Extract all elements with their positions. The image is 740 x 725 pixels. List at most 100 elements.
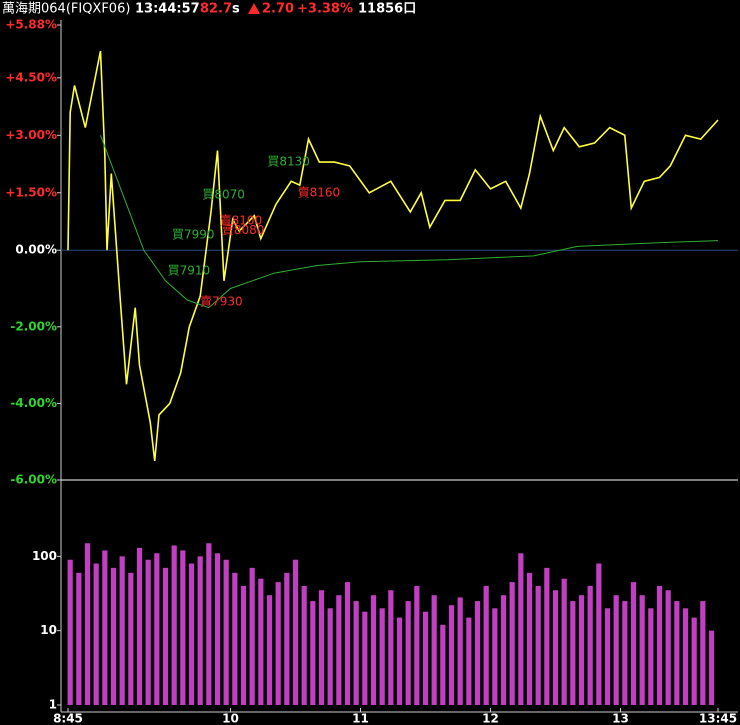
time: 13:44:57	[135, 2, 200, 17]
volume-bar	[188, 563, 195, 705]
volume-bar	[318, 590, 325, 705]
annotation: 買8070	[202, 188, 245, 202]
volume-bar	[275, 582, 281, 705]
x-tick-label: 8:45	[53, 712, 83, 725]
volume-bar	[292, 559, 299, 705]
y-tick-label: +4.50%	[5, 70, 57, 84]
annotation: 買8130	[267, 155, 310, 169]
volume-bar	[327, 608, 333, 705]
volume-bar	[639, 595, 645, 705]
y-tick-label: 0.00%	[15, 243, 57, 257]
volume-bar	[596, 563, 602, 705]
volume-bar	[128, 572, 134, 705]
volume-bar	[258, 578, 264, 705]
annotation: 買7910	[168, 263, 211, 277]
volume-bar	[431, 595, 437, 705]
volume-bar	[76, 572, 82, 705]
series-line	[100, 135, 719, 309]
volume-bar	[440, 624, 446, 705]
volume-bar	[414, 585, 420, 705]
volume-bar	[214, 553, 221, 705]
volume-bar	[526, 572, 533, 705]
volume-bar	[552, 590, 559, 705]
volume-bar	[119, 556, 125, 705]
price-unit: s	[232, 2, 240, 17]
volume-bar	[457, 597, 463, 705]
volume-bar	[448, 605, 455, 705]
volume-bar	[422, 611, 429, 705]
volume-bar	[102, 550, 108, 705]
volume-bar	[630, 582, 637, 705]
volume-bar	[509, 582, 515, 705]
annotation: 賣8080	[222, 222, 265, 237]
x-tick-label: 13	[612, 712, 629, 725]
annotation: 賣8100	[220, 213, 263, 228]
y-tick-label: +1.50%	[5, 185, 57, 199]
volume-bar	[266, 595, 273, 705]
x-tick-label: 11	[352, 712, 369, 725]
volume-bar	[535, 585, 541, 705]
volume-bar	[379, 608, 385, 705]
y-tick-label: +3.00%	[5, 128, 57, 142]
x-tick-label: 10	[222, 712, 239, 725]
volume-bar	[145, 559, 151, 705]
volume-bar	[197, 556, 203, 705]
volume-bar	[249, 567, 255, 705]
volume-bar	[700, 601, 706, 705]
volume-bar	[171, 545, 177, 705]
volume-total: 11856口	[358, 2, 416, 17]
volume-bar	[136, 547, 143, 705]
volume-bar	[518, 553, 524, 705]
x-tick-label: 13:45	[699, 712, 737, 725]
volume-bar	[483, 585, 489, 705]
volume-bar	[206, 543, 212, 705]
volume-bar	[84, 543, 91, 705]
volume-bar	[370, 595, 377, 705]
volume-bar	[587, 585, 593, 705]
y-tick-label: 1	[49, 698, 57, 712]
annotation: 賣8160	[298, 185, 341, 200]
volume-bar	[466, 617, 472, 705]
y-tick-label: -6.00%	[10, 473, 57, 487]
volume-bar	[578, 595, 585, 705]
volume-bar	[396, 617, 403, 705]
volume-bar	[232, 572, 238, 705]
volume-bar	[691, 617, 697, 705]
volume-bar	[223, 559, 229, 705]
annotation: 買7990	[172, 227, 215, 241]
volume-bar	[613, 595, 619, 705]
volume-bar	[93, 563, 99, 705]
x-tick-label: 12	[482, 712, 499, 725]
instrument-name: 萬海期064(FIQXF06)	[2, 2, 130, 17]
volume-bar	[388, 590, 394, 705]
volume-bar	[284, 572, 290, 705]
change-pct: +3.38%	[297, 2, 353, 17]
volume-bar	[604, 608, 611, 705]
volume-bar	[674, 601, 680, 705]
volume-bar	[301, 585, 307, 705]
volume-bar	[336, 595, 342, 705]
volume-bar	[310, 601, 316, 705]
volume-bar	[648, 608, 654, 705]
volume-bar	[353, 601, 359, 705]
volume-bar	[344, 582, 351, 705]
volume-bar	[622, 601, 628, 705]
y-tick-label: 100	[32, 549, 57, 563]
volume-bar	[544, 567, 550, 705]
volume-bar	[362, 611, 368, 705]
up-arrow	[248, 3, 260, 14]
volume-bar	[154, 553, 160, 705]
volume-bar	[162, 567, 169, 705]
y-tick-label: 10	[40, 623, 57, 637]
volume-bar	[682, 608, 689, 705]
volume-bar	[570, 601, 576, 705]
volume-bar	[492, 608, 498, 705]
series-line	[67, 50, 719, 461]
volume-bar	[656, 585, 663, 705]
volume-bar	[708, 630, 715, 705]
volume-bar	[110, 567, 117, 705]
change: 2.70	[262, 2, 294, 17]
annotation: 賣7930	[200, 293, 243, 308]
volume-bar	[500, 595, 507, 705]
